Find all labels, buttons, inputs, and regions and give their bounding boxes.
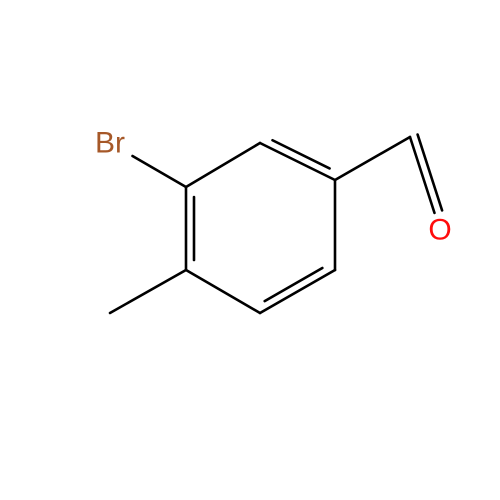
atom-label-br: Br <box>95 127 125 160</box>
molecule-diagram: O Br <box>0 0 500 500</box>
atom-label-o: O <box>428 214 451 247</box>
